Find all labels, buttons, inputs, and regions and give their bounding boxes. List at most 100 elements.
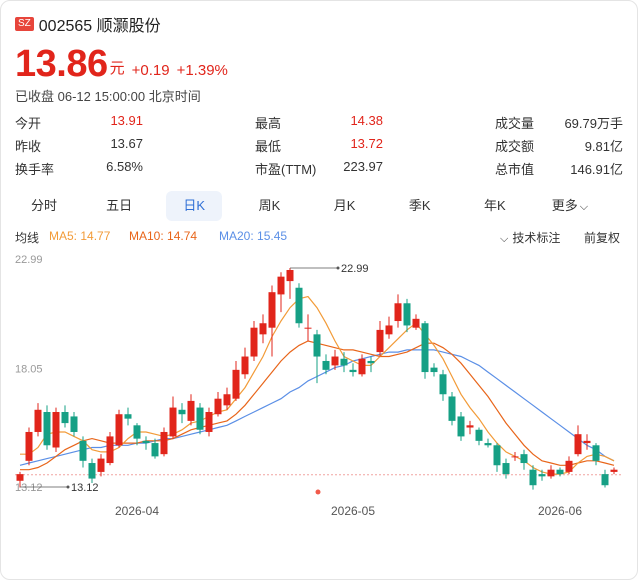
stat-value: 13.67	[110, 136, 143, 151]
candle-body	[421, 323, 429, 373]
tab-label: 更多	[551, 198, 578, 213]
tab-label: 分时	[30, 198, 57, 213]
x-axis-label: 2026-05	[331, 504, 375, 518]
tab-label: 日K	[183, 198, 206, 213]
candle-body	[574, 434, 582, 455]
x-axis-label: 2026-04	[115, 504, 159, 518]
ma20-value: MA20: 15.45	[219, 229, 288, 243]
candle-body	[277, 276, 285, 295]
stat-label: 成交量	[495, 116, 535, 131]
candle-body	[466, 425, 474, 428]
tab-3[interactable]: 周K	[241, 191, 297, 221]
candle-body	[70, 416, 78, 432]
candle-body	[133, 425, 141, 439]
candle-body	[25, 431, 33, 461]
stat-value: 14.38	[350, 113, 383, 128]
tab-label: 五日	[106, 198, 133, 213]
candle-body	[349, 369, 357, 373]
tab-7[interactable]: 更多 ⌵	[542, 191, 598, 221]
candle-body	[331, 356, 339, 366]
price-unit: 元	[109, 60, 125, 77]
candle-body	[358, 358, 366, 375]
period-tabs: 分时 五日 日K 周K 月K 季K 年K 更多 ⌵	[14, 191, 624, 221]
candle-body	[232, 369, 240, 399]
stat-value: 223.97	[343, 159, 383, 174]
stat-label: 市盈(TTM)	[255, 162, 317, 177]
price-change-pct: +1.39%	[176, 62, 228, 79]
tab-4[interactable]: 月K	[317, 191, 373, 221]
candle-body	[547, 469, 555, 477]
tab-2[interactable]: 日K	[166, 191, 223, 221]
tab-label: 年K	[483, 198, 506, 213]
max-marker-dot	[336, 266, 340, 270]
indicator-toggle[interactable]: ⌵ 技术标注	[500, 229, 560, 246]
candle-body	[43, 412, 51, 446]
candle-body	[403, 303, 411, 326]
candle-body	[160, 431, 168, 455]
candle-body	[412, 318, 420, 328]
price-row: 13.86 元 +0.19 +1.39%	[15, 40, 228, 84]
stat-value: 13.91	[110, 113, 143, 128]
candle-body	[97, 458, 105, 472]
price-change: +0.19	[131, 62, 170, 79]
indicator-label: 技术标注	[512, 231, 561, 245]
candle-body	[268, 292, 276, 328]
stat-label: 今开	[15, 116, 42, 131]
stat-label: 成交额	[495, 139, 535, 154]
candle-body	[484, 443, 492, 446]
candle-body	[385, 325, 393, 335]
candle-body	[565, 460, 573, 472]
candle-body	[457, 416, 465, 437]
max-marker-label: 22.99	[341, 263, 369, 275]
candle-body	[439, 374, 447, 395]
candle-body	[313, 334, 321, 357]
candle-body	[430, 367, 438, 373]
candle-body	[34, 409, 42, 432]
stat-label: 总市值	[495, 162, 535, 177]
current-price: 13.86	[15, 43, 108, 85]
stock-title[interactable]: 002565 顺灏股份	[38, 18, 161, 35]
stat-label: 昨收	[15, 139, 42, 154]
chevron-down-icon: ⌵	[579, 201, 589, 213]
candle-body	[340, 358, 348, 366]
tab-1[interactable]: 五日	[91, 191, 147, 221]
y-axis-label: 22.99	[15, 254, 43, 266]
candle-body	[79, 440, 87, 461]
tab-0[interactable]: 分时	[16, 191, 72, 221]
candle-body	[124, 414, 132, 419]
candle-body	[142, 440, 150, 444]
stock-header: SZ 002565 顺灏股份	[15, 14, 161, 35]
stat-value: 9.81亿	[584, 139, 623, 154]
candle-body	[169, 407, 177, 437]
candle-body	[52, 412, 60, 448]
candle-body	[223, 394, 231, 406]
ma10-value: MA10: 14.74	[129, 229, 198, 243]
candle-body	[214, 398, 222, 415]
stat-label: 最高	[255, 116, 282, 131]
candle-body	[493, 445, 501, 466]
candle-body	[502, 463, 510, 475]
indicator-icon: ⌵	[500, 233, 509, 245]
candle-body	[448, 396, 456, 421]
tab-label: 季K	[408, 198, 431, 213]
stat-label: 最低	[255, 139, 282, 154]
min-marker-label: 13.12	[71, 482, 99, 494]
candle-body	[610, 469, 618, 472]
candle-body	[205, 412, 213, 432]
candle-body	[178, 409, 186, 415]
candle-body	[16, 474, 24, 481]
candle-body	[538, 474, 546, 477]
kline-chart[interactable]: 22.99 18.05 13.12 22.99 13.12 2026-04 2026-05 2…	[0, 250, 638, 525]
candle-body	[196, 407, 204, 430]
candle-body	[394, 303, 402, 322]
tab-label: 月K	[333, 198, 356, 213]
y-axis-label: 18.05	[15, 364, 43, 376]
candle-body	[259, 323, 267, 335]
candle-body	[556, 469, 564, 475]
tab-5[interactable]: 季K	[392, 191, 448, 221]
candle-body	[520, 454, 528, 464]
adjust-toggle[interactable]: 前复权	[584, 231, 621, 245]
candle-body	[475, 429, 483, 441]
candle-body	[61, 412, 69, 424]
tab-6[interactable]: 年K	[467, 191, 523, 221]
